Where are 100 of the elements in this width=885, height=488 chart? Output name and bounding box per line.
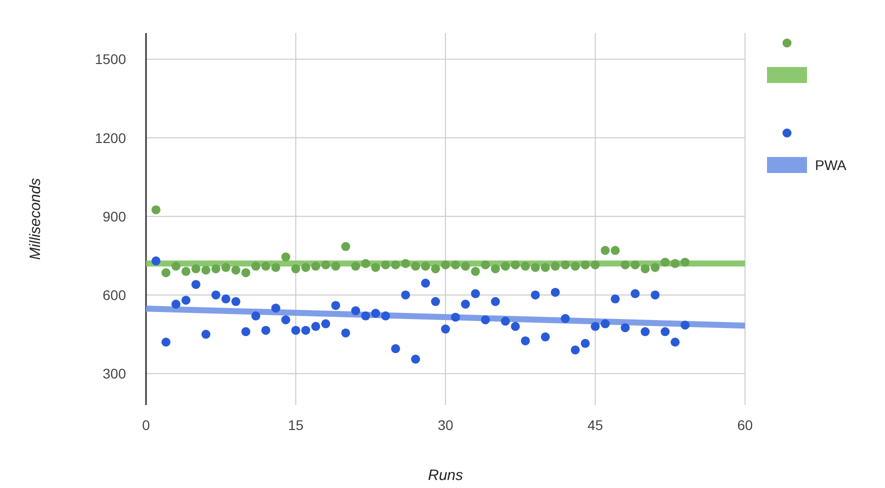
point [351,262,360,271]
point [211,264,220,274]
point [450,260,460,270]
point [211,290,220,300]
point [441,260,450,270]
point [441,324,450,334]
point [540,262,550,272]
point [341,242,350,252]
point [560,260,570,270]
point [161,268,170,278]
point [411,262,420,271]
point [241,327,250,336]
point [241,268,250,278]
point [580,260,590,270]
point [311,262,320,271]
point [490,297,500,306]
point [590,260,600,270]
point [560,314,570,324]
point [540,332,550,342]
point [600,319,610,328]
x-tick-label: 45 [587,417,604,433]
x-tick-label: 0 [142,417,150,433]
legend-label: PWA [815,157,848,173]
point [221,294,230,304]
point [351,306,360,316]
point [171,300,180,309]
y-tick-label: 900 [102,208,126,224]
point [600,246,610,255]
point [620,260,630,270]
point [660,327,670,336]
point [231,266,240,275]
point [271,304,280,313]
point [371,262,380,272]
point [341,328,350,338]
point [550,262,560,271]
point [161,338,170,347]
point [500,262,510,271]
point [231,297,240,306]
point [201,266,210,275]
point [251,311,260,320]
point [261,326,270,335]
point [650,290,660,300]
point [510,260,520,270]
point [680,258,690,267]
point [191,280,200,289]
point [460,300,470,309]
point [530,262,540,272]
point [361,259,370,268]
point [640,264,650,274]
point [470,289,480,298]
point [431,264,440,274]
point [570,262,580,271]
point [670,259,680,268]
y-tick-label: 600 [102,286,126,303]
point [291,326,300,335]
point [640,327,650,336]
point [460,262,470,271]
point [391,260,400,270]
point [411,354,420,364]
point [480,260,490,270]
y-tick-label: 1500 [94,51,126,68]
point [201,330,210,339]
point [311,322,320,331]
point [331,300,340,310]
point [530,290,540,300]
point [490,264,500,274]
x-tick-label: 30 [438,417,454,433]
point [610,246,620,255]
point [361,311,370,320]
point [520,336,530,346]
point [301,326,310,335]
point [381,260,390,270]
point [610,294,620,304]
point [371,308,380,318]
point [261,262,270,271]
point [271,262,280,272]
point [401,259,410,268]
point [480,315,490,324]
point [421,262,430,271]
point [281,252,290,262]
point [620,323,630,332]
point [660,258,670,267]
x-tick-label: 60 [737,417,753,433]
point [251,262,260,271]
point [171,262,180,271]
point [630,260,640,270]
point [570,345,580,354]
point [301,262,310,272]
point [321,260,330,270]
point [431,297,440,306]
point [291,264,300,274]
point [510,322,520,331]
point [181,296,190,305]
point [401,290,410,300]
x-tick-label: 15 [288,417,304,433]
point [151,256,160,266]
point [630,289,640,298]
point [321,319,330,328]
y-tick-label: 1200 [94,130,126,146]
point [550,288,560,297]
